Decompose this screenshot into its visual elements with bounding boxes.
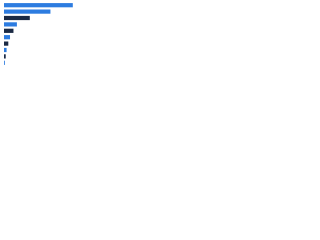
bar [4, 28, 14, 33]
bar [4, 15, 30, 21]
bar [4, 3, 73, 8]
bar [4, 54, 6, 59]
bar [4, 9, 51, 14]
chart [4, 3, 73, 65]
bar [4, 35, 11, 40]
bar [4, 60, 5, 65]
bar [4, 41, 9, 46]
bar [4, 22, 17, 27]
bar [4, 47, 7, 53]
